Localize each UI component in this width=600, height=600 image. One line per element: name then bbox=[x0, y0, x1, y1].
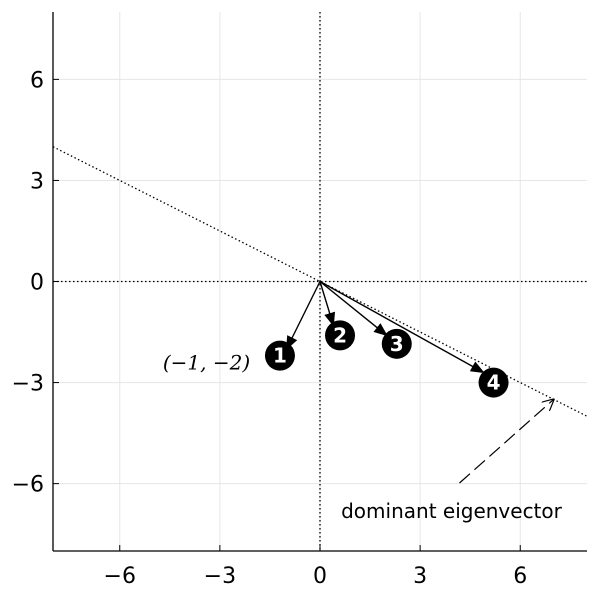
vector-badge-1 bbox=[264, 340, 295, 371]
vector-arrow-2 bbox=[319, 281, 336, 327]
vector-badge-label-2: 2 bbox=[333, 323, 347, 347]
vector-badge-label-1: 1 bbox=[273, 344, 287, 368]
vector-arrow-3 bbox=[319, 280, 388, 337]
vectors: 1 2 3 4 bbox=[264, 280, 554, 484]
dominant-eigenvector-label: dominant eigenvector bbox=[341, 499, 563, 523]
vector-badge-label-4: 4 bbox=[487, 371, 501, 395]
axes bbox=[52, 12, 587, 552]
y-tick-label: −3 bbox=[12, 372, 44, 397]
tick-labels: −6 −3 0 3 6 −6 −3 0 3 6 bbox=[12, 68, 528, 589]
vector-arrow-1 bbox=[285, 281, 321, 351]
y-tick-label: 6 bbox=[30, 68, 44, 93]
vector-badge-2 bbox=[325, 320, 356, 351]
y-tick-label: 0 bbox=[30, 271, 44, 296]
x-tick-label: 6 bbox=[513, 564, 527, 589]
vector-badge-3 bbox=[381, 328, 412, 359]
vector-arrow-4 bbox=[319, 280, 485, 374]
x-tick-label: −3 bbox=[204, 564, 236, 589]
y-tick-label: 3 bbox=[30, 169, 44, 194]
x-tick-label: 3 bbox=[413, 564, 427, 589]
vector-badge-4 bbox=[478, 367, 509, 398]
annotations: (−1, −2) dominant eigenvector bbox=[163, 350, 563, 522]
x-tick-label: −6 bbox=[104, 564, 136, 589]
x-tick-label: 0 bbox=[313, 564, 327, 589]
vector-badge-label-3: 3 bbox=[390, 332, 404, 356]
point-coordinate-label: (−1, −2) bbox=[163, 350, 250, 374]
y-tick-label: −6 bbox=[12, 473, 44, 498]
annotation-arrow bbox=[459, 399, 554, 484]
